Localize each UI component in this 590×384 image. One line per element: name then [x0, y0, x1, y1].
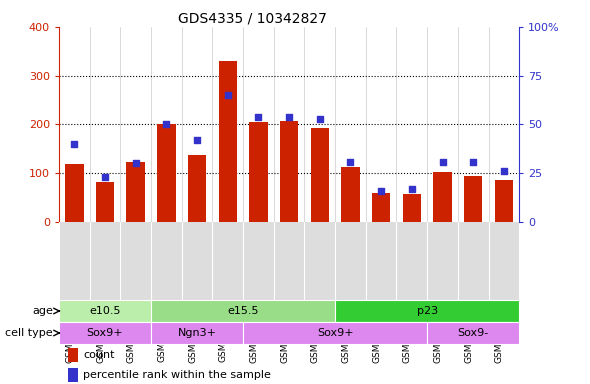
Bar — [126, 162, 145, 222]
Point — [499, 168, 509, 174]
Bar — [249, 122, 268, 222]
Text: p23: p23 — [417, 306, 438, 316]
Point — [100, 174, 110, 180]
Text: percentile rank within the sample: percentile rank within the sample — [83, 370, 271, 380]
Text: Sox9+: Sox9+ — [87, 328, 123, 338]
Point — [376, 188, 386, 194]
Point — [70, 141, 79, 147]
Bar — [96, 182, 114, 222]
Point — [407, 186, 417, 192]
Text: count: count — [83, 350, 114, 360]
Bar — [341, 167, 360, 222]
Point — [315, 116, 324, 122]
Bar — [464, 175, 483, 222]
Bar — [372, 193, 391, 222]
Bar — [243, 322, 427, 344]
Point — [468, 159, 478, 165]
Bar — [59, 300, 151, 322]
Text: e10.5: e10.5 — [89, 306, 121, 316]
Point — [131, 161, 140, 167]
Bar — [151, 300, 335, 322]
Point — [162, 121, 171, 127]
Bar — [68, 368, 78, 382]
Bar — [68, 348, 78, 362]
Bar — [433, 172, 452, 222]
Bar — [188, 155, 206, 222]
Text: e15.5: e15.5 — [227, 306, 259, 316]
Bar — [280, 121, 299, 222]
Text: age: age — [32, 306, 53, 316]
Bar — [151, 322, 243, 344]
Text: Sox9+: Sox9+ — [317, 328, 353, 338]
Text: Sox9-: Sox9- — [458, 328, 489, 338]
Bar — [427, 322, 519, 344]
Title: GDS4335 / 10342827: GDS4335 / 10342827 — [178, 12, 327, 26]
Point — [254, 114, 263, 120]
Bar — [402, 194, 421, 222]
Point — [346, 159, 355, 165]
Bar — [494, 180, 513, 222]
Point — [192, 137, 202, 143]
Bar — [335, 300, 519, 322]
Bar — [65, 164, 84, 222]
Bar — [218, 61, 237, 222]
Text: Ngn3+: Ngn3+ — [178, 328, 217, 338]
Point — [284, 114, 294, 120]
Bar — [310, 128, 329, 222]
Bar — [157, 124, 176, 222]
Bar — [59, 322, 151, 344]
Text: cell type: cell type — [5, 328, 53, 338]
Point — [438, 159, 447, 165]
Point — [223, 92, 232, 98]
